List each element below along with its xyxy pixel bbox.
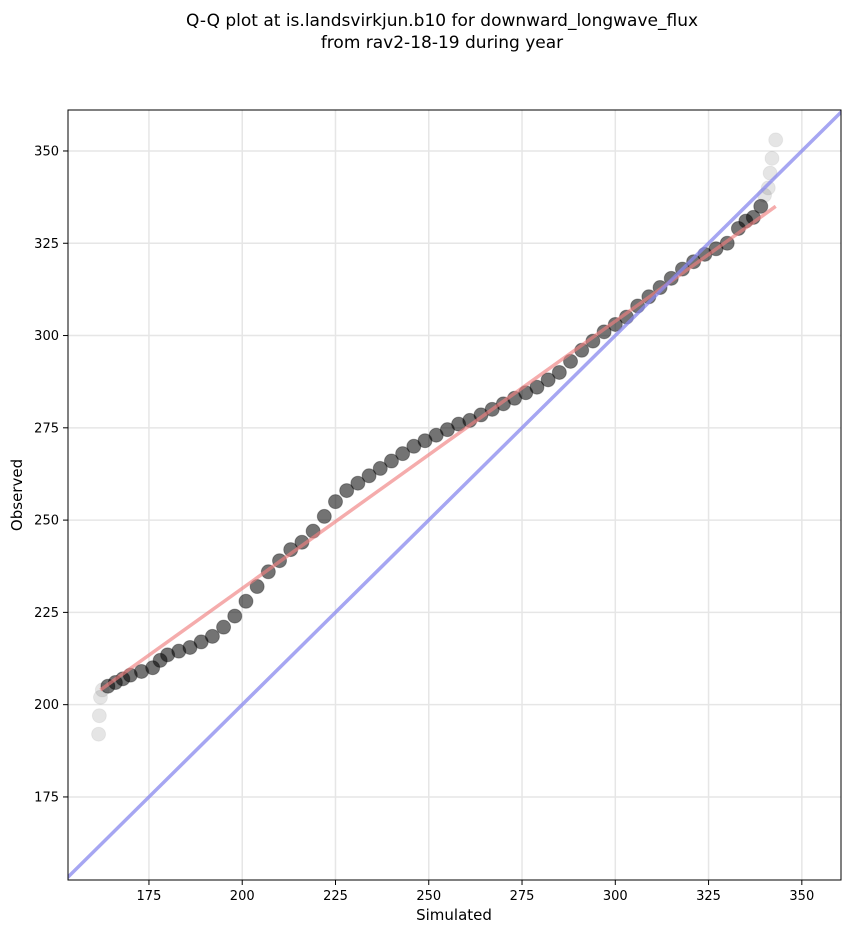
- point: [383, 453, 399, 469]
- point: [753, 198, 769, 214]
- y-tick-label: 275: [34, 421, 59, 436]
- y-tick-label: 225: [34, 606, 59, 621]
- point: [92, 689, 108, 705]
- chart-title: Q-Q plot at is.landsvirkjun.b10 for down…: [186, 11, 698, 31]
- x-axis-label: Simulated: [416, 906, 492, 924]
- identity-line: [68, 110, 841, 880]
- point: [350, 475, 366, 491]
- point: [204, 628, 220, 644]
- point: [327, 494, 343, 510]
- y-tick-label: 250: [34, 514, 59, 529]
- point: [760, 180, 776, 196]
- x-tick-label: 200: [230, 889, 255, 904]
- y-tick-label: 200: [34, 698, 59, 713]
- point: [551, 364, 567, 380]
- point: [91, 708, 107, 724]
- chart-title: from rav2-18-19 during year: [321, 33, 563, 53]
- point: [361, 468, 377, 484]
- point: [540, 372, 556, 388]
- x-tick-label: 250: [416, 889, 441, 904]
- point: [529, 379, 545, 395]
- point: [339, 483, 355, 499]
- x-tick-label: 225: [323, 889, 348, 904]
- point: [764, 150, 780, 166]
- point: [372, 460, 388, 476]
- plot-area: [68, 110, 841, 880]
- point: [216, 619, 232, 635]
- point: [238, 593, 254, 609]
- x-tick-label: 325: [696, 889, 721, 904]
- y-tick-label: 325: [34, 237, 59, 252]
- y-tick-label: 175: [34, 790, 59, 805]
- y-axis-label: Observed: [8, 459, 26, 531]
- point: [91, 726, 107, 742]
- x-tick-label: 275: [510, 889, 535, 904]
- x-tick-label: 350: [789, 889, 814, 904]
- x-tick-label: 175: [137, 889, 162, 904]
- y-tick-label: 350: [34, 144, 59, 159]
- x-tick-label: 300: [603, 889, 628, 904]
- point: [316, 508, 332, 524]
- plot-frame: [67, 109, 842, 881]
- point: [768, 132, 784, 148]
- point: [395, 446, 411, 462]
- point: [227, 608, 243, 624]
- y-tick-label: 300: [34, 329, 59, 344]
